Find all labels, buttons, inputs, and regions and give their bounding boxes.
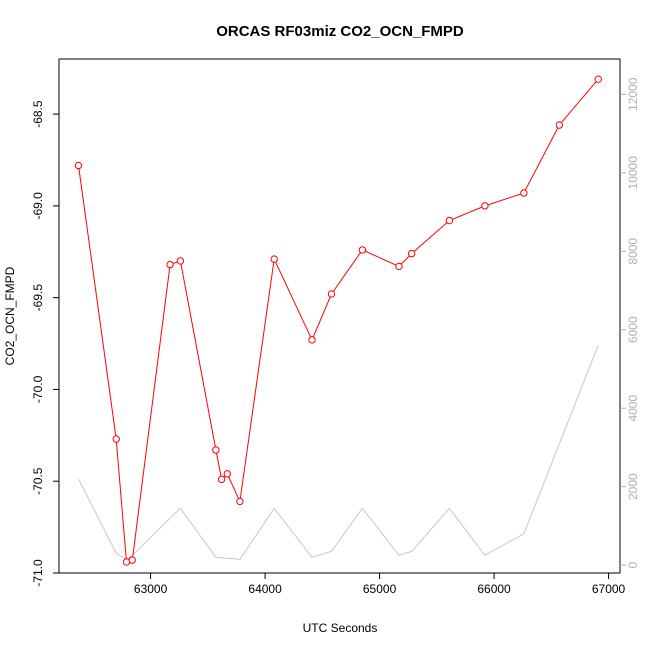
y2-tick-label: 12000 <box>626 77 640 111</box>
y-tick-label: -70.5 <box>31 467 45 495</box>
y2-tick-label: 8000 <box>626 238 640 265</box>
data-point <box>407 249 416 258</box>
y-tick-label: -69.0 <box>31 192 45 220</box>
data-point <box>74 161 83 170</box>
data-point <box>270 255 278 263</box>
x-axis-label: UTC Seconds <box>303 621 378 635</box>
data-point <box>112 435 120 443</box>
chart-title: ORCAS RF03miz CO2_OCN_FMPD <box>216 23 464 40</box>
y-axis-label: CO2_OCN_FMPD <box>3 266 17 365</box>
y-tick-label: -68.5 <box>31 100 45 128</box>
primary-series-line <box>78 78 599 563</box>
data-point <box>481 202 489 210</box>
data-point <box>217 475 226 484</box>
plot-frame <box>58 58 621 574</box>
data-point <box>445 216 454 225</box>
y-tick-label: -70.0 <box>31 375 45 403</box>
data-point <box>395 262 403 271</box>
secondary-series-line <box>78 345 599 560</box>
data-point <box>223 470 232 478</box>
y-axis-right: 0 2000 4000 6000 8000 10000 12000 <box>620 77 640 568</box>
x-axis: 63000 64000 65000 66000 67000 <box>134 573 626 596</box>
y2-tick-label: 2000 <box>626 473 640 500</box>
data-point <box>212 446 220 454</box>
x-tick-label: 63000 <box>134 582 168 596</box>
x-tick-label: 67000 <box>592 582 626 596</box>
data-point <box>236 497 244 506</box>
x-tick-label: 64000 <box>248 582 282 596</box>
y2-tick-label: 10000 <box>626 156 640 190</box>
data-point <box>128 556 136 564</box>
data-point <box>308 336 316 344</box>
y-axis-left: -68.5 -69.0 -69.5 -70.0 -70.5 -71.0 <box>31 100 59 587</box>
x-tick-label: 65000 <box>363 582 397 596</box>
y-tick-label: -69.5 <box>31 284 45 312</box>
y2-tick-label: 4000 <box>626 395 640 422</box>
data-point <box>520 189 528 197</box>
data-point <box>555 121 564 129</box>
data-point <box>166 260 174 269</box>
data-point <box>176 257 185 265</box>
y2-tick-label: 6000 <box>626 316 640 343</box>
series-layer <box>74 75 602 566</box>
data-point <box>327 290 336 298</box>
y2-tick-label: 0 <box>626 561 640 568</box>
x-tick-label: 66000 <box>477 582 511 596</box>
data-point <box>594 75 602 83</box>
y-tick-label: -71.0 <box>31 559 45 587</box>
data-point <box>358 246 367 254</box>
